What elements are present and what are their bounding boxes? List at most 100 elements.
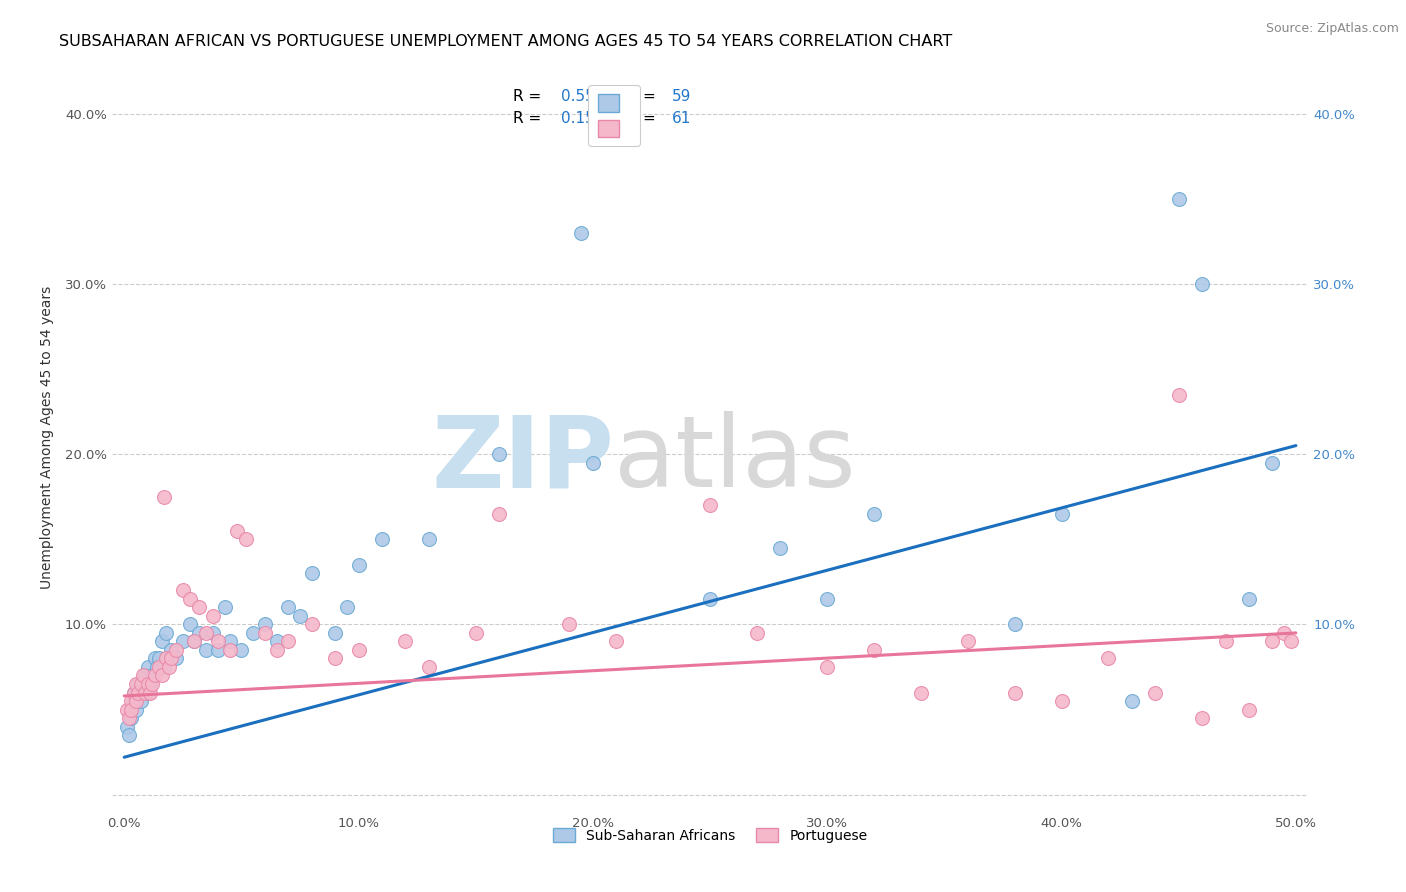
Text: SUBSAHARAN AFRICAN VS PORTUGUESE UNEMPLOYMENT AMONG AGES 45 TO 54 YEARS CORRELAT: SUBSAHARAN AFRICAN VS PORTUGUESE UNEMPLO… — [59, 34, 952, 49]
Point — [202, 608, 225, 623]
Point — [231, 643, 253, 657]
Point — [214, 600, 236, 615]
Point — [143, 651, 166, 665]
Point — [125, 694, 148, 708]
Legend: Sub-Saharan Africans, Portuguese: Sub-Saharan Africans, Portuguese — [546, 821, 875, 850]
Point — [323, 626, 346, 640]
Point — [136, 677, 159, 691]
Point — [157, 660, 180, 674]
Text: N =: N = — [617, 112, 665, 126]
Point — [253, 617, 276, 632]
Point — [120, 711, 142, 725]
Point — [148, 651, 170, 665]
Point — [745, 626, 768, 640]
Point — [155, 626, 177, 640]
Point — [1097, 651, 1119, 665]
Point — [815, 660, 838, 674]
Point — [115, 702, 138, 716]
Point — [150, 634, 173, 648]
Point — [815, 591, 838, 606]
Point — [464, 626, 486, 640]
Point — [148, 660, 170, 674]
Point — [1167, 192, 1189, 206]
Point — [136, 660, 159, 674]
Point — [165, 643, 187, 657]
Text: 0.556: 0.556 — [561, 88, 605, 103]
Point — [1144, 685, 1167, 699]
Point — [1121, 694, 1143, 708]
Point — [150, 668, 173, 682]
Point — [418, 660, 440, 674]
Point — [132, 677, 155, 691]
Point — [122, 685, 145, 699]
Point — [1050, 694, 1073, 708]
Point — [134, 668, 156, 682]
Point — [863, 643, 886, 657]
Text: atlas: atlas — [614, 411, 856, 508]
Y-axis label: Unemployment Among Ages 45 to 54 years: Unemployment Among Ages 45 to 54 years — [39, 285, 53, 589]
Point — [863, 507, 886, 521]
Point — [1237, 702, 1260, 716]
Point — [125, 685, 148, 699]
Point — [195, 643, 218, 657]
Point — [225, 524, 247, 538]
Point — [120, 694, 142, 708]
Point — [207, 643, 229, 657]
Point — [122, 694, 145, 708]
Point — [172, 583, 194, 598]
Point — [266, 643, 288, 657]
Point — [242, 626, 264, 640]
Point — [172, 634, 194, 648]
Point — [266, 634, 288, 648]
Point — [1191, 277, 1213, 291]
Point — [605, 634, 627, 648]
Point — [136, 685, 159, 699]
Point — [160, 651, 183, 665]
Point — [179, 591, 201, 606]
Point — [1237, 591, 1260, 606]
Point — [122, 685, 145, 699]
Point — [139, 677, 162, 691]
Point — [139, 685, 162, 699]
Point — [125, 677, 148, 691]
Point — [488, 447, 510, 461]
Text: N =: N = — [617, 88, 665, 103]
Point — [179, 617, 201, 632]
Text: R =: R = — [513, 112, 551, 126]
Point — [129, 677, 152, 691]
Point — [160, 643, 183, 657]
Point — [195, 626, 218, 640]
Text: Source: ZipAtlas.com: Source: ZipAtlas.com — [1265, 22, 1399, 36]
Point — [127, 677, 149, 691]
Point — [1215, 634, 1237, 648]
Point — [153, 490, 176, 504]
Point — [1261, 456, 1284, 470]
Point — [153, 660, 176, 674]
Text: 59: 59 — [672, 88, 692, 103]
Point — [155, 651, 177, 665]
Point — [323, 651, 346, 665]
Point — [118, 728, 141, 742]
Point — [218, 634, 240, 648]
Point — [1004, 685, 1026, 699]
Point — [301, 617, 323, 632]
Point — [301, 566, 323, 581]
Point — [202, 626, 225, 640]
Point — [347, 558, 370, 572]
Point — [910, 685, 932, 699]
Point — [120, 702, 142, 716]
Point — [956, 634, 979, 648]
Point — [141, 677, 163, 691]
Text: 61: 61 — [672, 112, 692, 126]
Point — [1261, 634, 1284, 648]
Point — [125, 702, 148, 716]
Point — [127, 685, 149, 699]
Text: R =: R = — [513, 88, 551, 103]
Point — [183, 634, 205, 648]
Point — [699, 498, 721, 512]
Point — [1279, 634, 1302, 648]
Point — [183, 634, 205, 648]
Point — [371, 533, 394, 547]
Point — [582, 456, 605, 470]
Point — [288, 608, 311, 623]
